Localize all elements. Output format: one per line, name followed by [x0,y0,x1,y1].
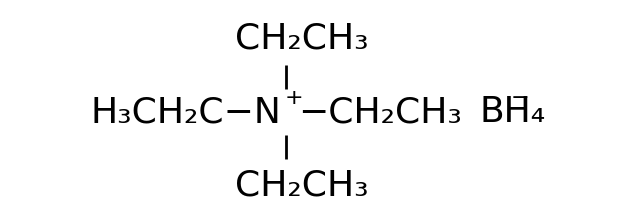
Text: −CH₂CH₃: −CH₂CH₃ [298,95,462,129]
Text: +: + [285,88,303,108]
Text: BH₄: BH₄ [479,95,545,129]
Text: CH₂CH₃: CH₂CH₃ [235,168,369,202]
Text: CH₂CH₃: CH₂CH₃ [235,22,369,56]
Text: −: − [511,88,530,108]
Text: H₃CH₂C−N: H₃CH₂C−N [90,95,281,129]
